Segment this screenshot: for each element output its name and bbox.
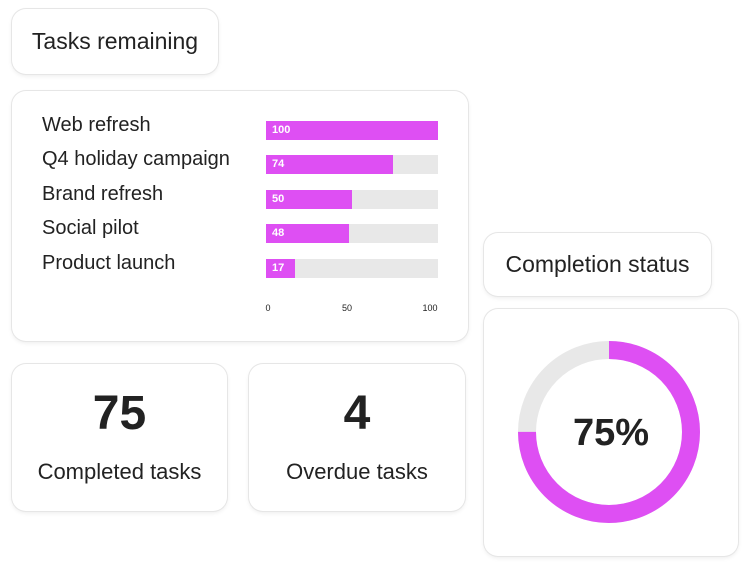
bar: 50 xyxy=(266,190,352,209)
bar-track: 50 xyxy=(266,190,438,209)
bar-track: 100 xyxy=(266,121,438,140)
bar-label: Web refresh xyxy=(42,114,151,136)
bar-label: Social pilot xyxy=(42,217,139,239)
tasks-remaining-title-card: Tasks remaining xyxy=(12,9,218,74)
overdue-tasks-label: Overdue tasks xyxy=(286,459,428,484)
completed-tasks-value: 75 xyxy=(92,387,147,440)
overdue-tasks-card: 4 Overdue tasks xyxy=(249,364,465,511)
bar-value-label: 17 xyxy=(272,262,285,274)
bar-label: Product launch xyxy=(42,252,176,274)
bar-track: 74 xyxy=(266,155,438,174)
completion-status-title-card: Completion status xyxy=(484,233,711,296)
bar: 48 xyxy=(266,224,349,243)
completed-tasks-card: 75 Completed tasks xyxy=(12,364,227,511)
overdue-tasks-value: 4 xyxy=(343,387,371,440)
completion-donut-card: 75% xyxy=(484,309,738,556)
completion-percent: 75% xyxy=(572,412,650,454)
bar-value-label: 100 xyxy=(272,124,291,136)
x-tick-label: 50 xyxy=(341,303,353,313)
completed-tasks-label: Completed tasks xyxy=(37,459,202,484)
x-tick-label: 0 xyxy=(265,303,271,313)
bar: 100 xyxy=(266,121,438,140)
bar-label: Brand refresh xyxy=(42,183,164,205)
bar-track: 17 xyxy=(266,259,438,278)
bar-value-label: 74 xyxy=(272,158,285,170)
completion-status-title: Completion status xyxy=(505,251,690,277)
x-tick-label: 100 xyxy=(422,303,438,313)
bar-label: Q4 holiday campaign xyxy=(42,148,230,170)
bar-track: 48 xyxy=(266,224,438,243)
bar-value-label: 50 xyxy=(272,193,285,205)
donut-progress xyxy=(518,341,700,523)
bar-value-label: 48 xyxy=(272,227,285,239)
bar: 17 xyxy=(266,259,296,278)
bar: 74 xyxy=(266,155,394,174)
completion-donut xyxy=(518,341,700,523)
tasks-remaining-title: Tasks remaining xyxy=(31,28,199,54)
